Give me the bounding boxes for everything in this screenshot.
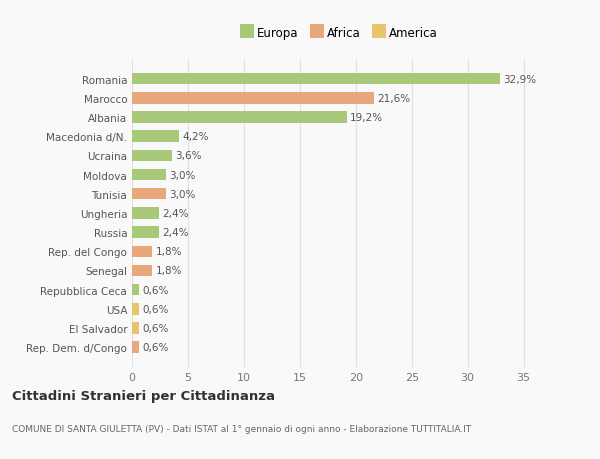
Text: 32,9%: 32,9% <box>503 74 536 84</box>
Text: 0,6%: 0,6% <box>142 342 169 353</box>
Text: 2,4%: 2,4% <box>162 208 189 218</box>
Text: 0,6%: 0,6% <box>142 285 169 295</box>
Bar <box>132 284 139 296</box>
Text: 1,8%: 1,8% <box>155 247 182 257</box>
Bar <box>132 93 374 104</box>
Bar <box>132 207 159 219</box>
Legend: Europa, Africa, America: Europa, Africa, America <box>236 22 442 45</box>
Bar <box>132 73 500 85</box>
Text: 2,4%: 2,4% <box>162 228 189 238</box>
Bar <box>132 169 166 181</box>
Text: 1,8%: 1,8% <box>155 266 182 276</box>
Text: 3,0%: 3,0% <box>169 189 195 199</box>
Bar <box>132 131 179 143</box>
Text: 4,2%: 4,2% <box>182 132 209 142</box>
Bar <box>132 112 347 123</box>
Bar <box>132 303 139 315</box>
Bar <box>132 227 159 238</box>
Text: 19,2%: 19,2% <box>350 113 383 123</box>
Text: 3,6%: 3,6% <box>176 151 202 161</box>
Text: 3,0%: 3,0% <box>169 170 195 180</box>
Bar <box>132 323 139 334</box>
Text: Cittadini Stranieri per Cittadinanza: Cittadini Stranieri per Cittadinanza <box>12 389 275 403</box>
Text: 0,6%: 0,6% <box>142 304 169 314</box>
Bar <box>132 189 166 200</box>
Bar <box>132 342 139 353</box>
Text: 0,6%: 0,6% <box>142 323 169 333</box>
Bar <box>132 246 152 257</box>
Text: COMUNE DI SANTA GIULETTA (PV) - Dati ISTAT al 1° gennaio di ogni anno - Elaboraz: COMUNE DI SANTA GIULETTA (PV) - Dati IST… <box>12 425 471 433</box>
Bar <box>132 150 172 162</box>
Text: 21,6%: 21,6% <box>377 94 410 104</box>
Bar <box>132 265 152 277</box>
